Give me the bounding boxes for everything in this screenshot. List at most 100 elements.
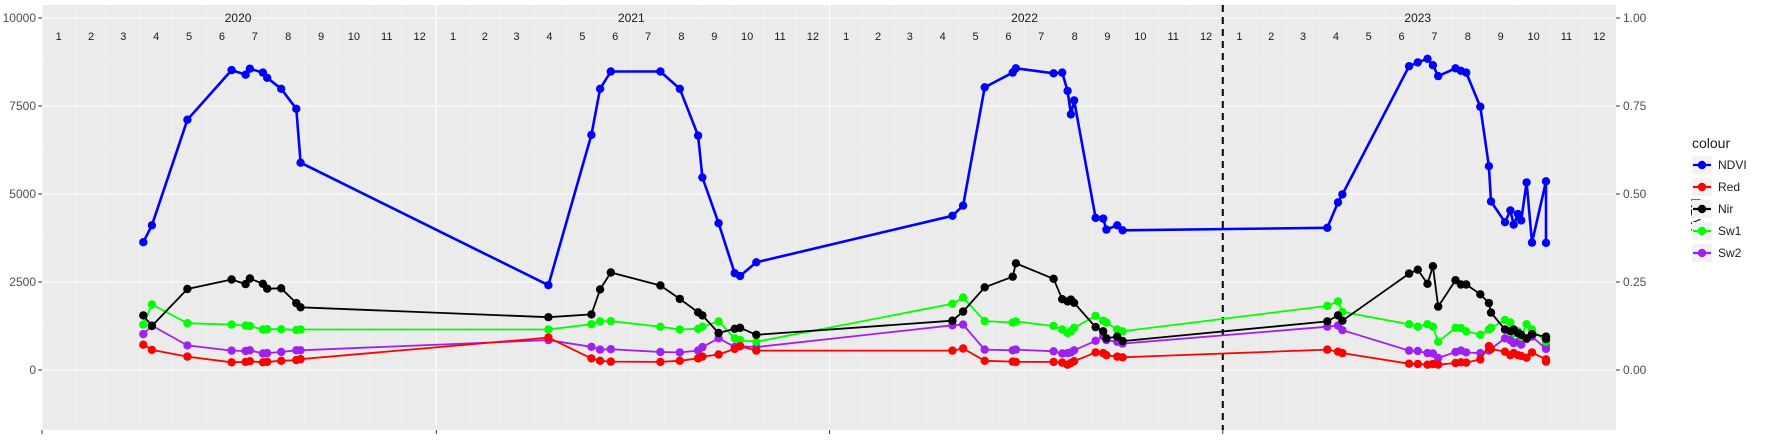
data-point-ndvi <box>1476 102 1485 111</box>
month-label: 12 <box>413 31 425 43</box>
data-point-sw2 <box>587 342 596 351</box>
data-point-red <box>1338 348 1347 358</box>
data-point-red <box>948 346 957 355</box>
data-point-sw1 <box>1333 297 1343 306</box>
month-label: 10 <box>741 31 753 43</box>
legend-label: NDVI <box>1718 158 1747 172</box>
series-layer <box>139 54 1551 369</box>
data-point-ndvi <box>1011 64 1021 73</box>
data-point-ndvi <box>1049 69 1058 78</box>
data-point-sw2 <box>1069 346 1079 355</box>
data-point-sw1 <box>1476 330 1485 339</box>
data-point-sw2 <box>296 346 305 355</box>
data-point-ndvi <box>1066 110 1076 119</box>
month-label: 9 <box>1498 31 1504 43</box>
data-point-ndvi <box>587 130 596 140</box>
data-point-red <box>245 357 255 366</box>
data-point-sw1 <box>948 299 957 308</box>
data-point-sw1 <box>1413 322 1423 331</box>
month-label: 2 <box>482 31 488 43</box>
data-point-red <box>1541 357 1551 366</box>
data-point-sw2 <box>980 345 989 354</box>
data-point-ndvi <box>656 67 665 76</box>
data-point-nir <box>1049 274 1058 283</box>
data-point-sw1 <box>1102 318 1111 327</box>
data-point-sw1 <box>587 320 596 329</box>
month-label: 11 <box>1168 31 1179 43</box>
data-point-red <box>1049 357 1058 367</box>
month-label: 7 <box>1038 31 1044 43</box>
data-point-sw1 <box>1049 321 1058 331</box>
data-point-ndvi <box>1541 177 1551 186</box>
right-axis-tick-label: 0.00 <box>1623 363 1647 377</box>
month-label: 9 <box>1104 31 1110 43</box>
data-point-sw1 <box>606 316 615 326</box>
month-label: 8 <box>1072 31 1078 43</box>
data-point-red <box>1404 359 1414 368</box>
data-point-sw1 <box>544 325 553 334</box>
data-point-ndvi <box>1513 209 1523 219</box>
month-label: 1 <box>1236 31 1242 43</box>
data-point-nir <box>263 284 272 293</box>
data-point-sw2 <box>698 342 707 352</box>
legend-key-point <box>1697 248 1707 258</box>
data-point-nir <box>1102 334 1111 343</box>
data-point-sw2 <box>1517 340 1526 349</box>
data-point-ndvi <box>980 83 989 92</box>
data-point-ndvi <box>1069 96 1079 105</box>
month-label: 2 <box>1268 31 1274 43</box>
data-point-red <box>183 352 192 361</box>
data-point-nir <box>1486 308 1496 317</box>
data-point-ndvi <box>1404 61 1414 71</box>
data-point-ndvi <box>1113 221 1122 230</box>
data-point-ndvi <box>1522 178 1531 187</box>
data-point-nir <box>1434 302 1443 311</box>
data-point-red <box>958 344 968 353</box>
month-label: 6 <box>1005 31 1011 43</box>
data-point-nir <box>606 268 615 277</box>
data-point-ndvi <box>1500 218 1510 227</box>
legend-item-red: Red <box>1692 178 1740 196</box>
data-point-ndvi <box>698 173 707 182</box>
data-point-ndvi <box>1118 226 1127 235</box>
data-point-red <box>656 357 665 367</box>
data-point-sw1 <box>698 322 707 331</box>
data-point-red <box>544 333 553 342</box>
legend-label: Nir <box>1718 202 1733 216</box>
data-point-nir <box>1323 317 1332 326</box>
data-point-ndvi <box>752 258 761 267</box>
month-label: 10 <box>348 31 360 43</box>
month-label: 1 <box>450 31 456 43</box>
data-point-sw2 <box>263 348 272 358</box>
data-point-sw1 <box>183 319 192 328</box>
data-point-ndvi <box>263 73 272 83</box>
month-label: 4 <box>546 31 552 43</box>
month-label: 4 <box>940 31 946 43</box>
data-point-sw1 <box>139 320 148 329</box>
data-point-red <box>698 352 707 361</box>
legend-item-sw1: Sw1 <box>1692 222 1742 240</box>
data-point-ndvi <box>714 219 723 228</box>
month-label: 2 <box>875 31 881 43</box>
data-point-red <box>1091 348 1100 357</box>
data-point-ndvi <box>1462 68 1471 77</box>
data-point-nir <box>1069 298 1079 307</box>
data-point-sw2 <box>1434 353 1443 363</box>
data-point-red <box>1118 353 1127 362</box>
data-point-ndvi <box>139 238 148 247</box>
data-point-red <box>1102 351 1111 360</box>
data-point-ndvi <box>1323 223 1332 232</box>
data-point-red <box>735 341 745 351</box>
data-point-red <box>1462 358 1471 367</box>
data-point-nir <box>980 283 989 292</box>
data-point-red <box>595 356 605 365</box>
data-point-nir <box>1484 298 1494 308</box>
data-point-sw2 <box>595 345 605 354</box>
data-point-sw1 <box>1428 322 1438 331</box>
month-label: 11 <box>1561 31 1572 43</box>
month-label: 6 <box>219 31 225 43</box>
data-point-sw2 <box>277 347 286 357</box>
year-label: 2022 <box>1011 11 1038 25</box>
month-label: 5 <box>972 31 978 43</box>
